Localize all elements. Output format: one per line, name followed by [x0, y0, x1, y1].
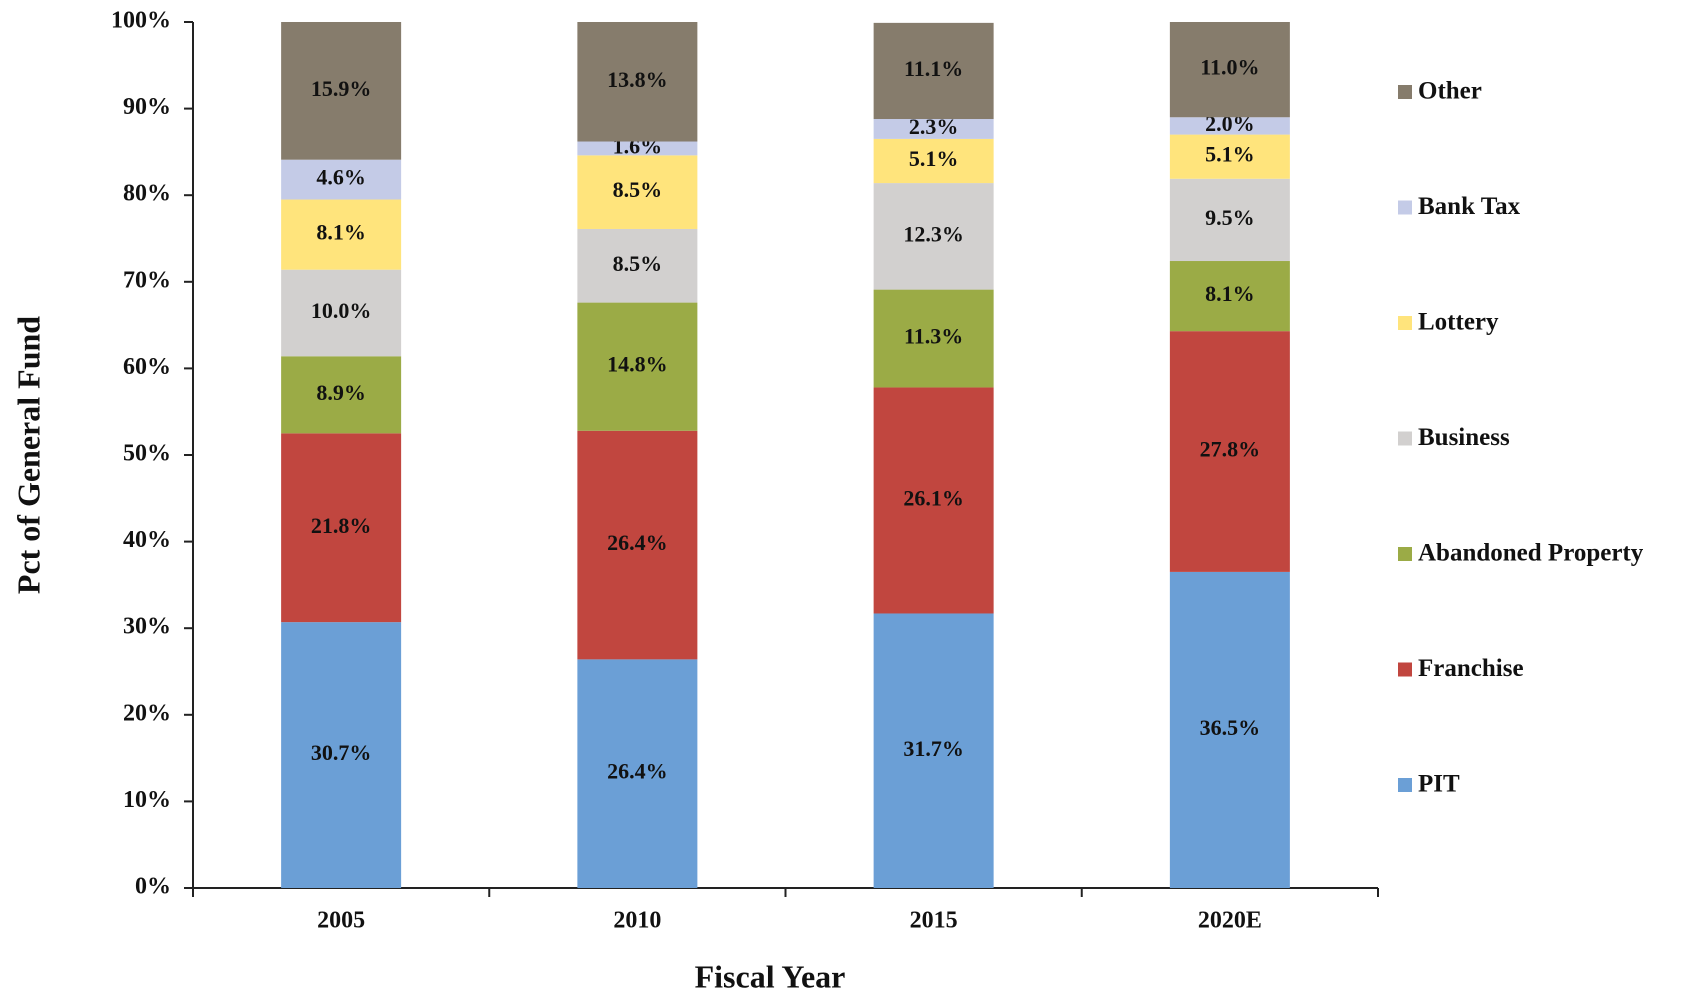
y-tick-label: 90%	[123, 94, 171, 120]
legend-label: Business	[1418, 424, 1510, 451]
y-tick-label: 50%	[123, 441, 171, 467]
bar-segment	[577, 155, 698, 229]
bar-segment	[281, 433, 402, 623]
data-label: 12.3%	[903, 221, 964, 246]
bar-segment	[1169, 134, 1290, 179]
legend-swatch	[1398, 778, 1412, 792]
bar-segment	[873, 22, 994, 119]
data-label: 26.1%	[903, 486, 964, 511]
y-tick-label: 40%	[123, 527, 171, 553]
legend-swatch	[1398, 85, 1412, 99]
data-label: 11.1%	[904, 56, 963, 81]
legend-swatch	[1398, 316, 1412, 330]
y-tick-label: 60%	[123, 354, 171, 380]
data-label: 8.9%	[316, 380, 366, 405]
data-label: 9.5%	[1205, 205, 1255, 230]
bar-segment	[577, 430, 698, 660]
y-tick-label: 0%	[135, 874, 171, 900]
data-label: 4.6%	[316, 165, 366, 190]
x-tick-label: 2015	[910, 908, 958, 934]
bar-segment	[1169, 22, 1290, 118]
data-label: 14.8%	[607, 352, 668, 377]
y-tick-label: 70%	[123, 267, 171, 293]
y-tick-label: 30%	[123, 614, 171, 640]
y-tick-label: 20%	[123, 700, 171, 726]
bar-segment	[281, 356, 402, 434]
legend-label: Abandoned Property	[1418, 540, 1644, 567]
bar-segment	[577, 22, 698, 142]
data-label: 21.8%	[311, 513, 372, 538]
data-label: 27.8%	[1200, 437, 1261, 462]
y-axis-title: Pct of General Fund	[10, 316, 46, 594]
bar-segment	[873, 613, 994, 888]
bar-segment	[281, 622, 402, 888]
bar-segment	[281, 269, 402, 357]
legend-label: Franchise	[1418, 655, 1524, 682]
y-tick-label: 10%	[123, 787, 171, 813]
legend-swatch	[1398, 431, 1412, 446]
data-label: 11.0%	[1200, 55, 1259, 80]
data-label: 36.5%	[1200, 715, 1261, 740]
bar-segment	[1169, 178, 1290, 262]
data-label: 8.5%	[613, 177, 663, 202]
x-tick-label: 2020E	[1198, 908, 1262, 934]
bar-segment	[577, 228, 698, 303]
data-label: 26.4%	[607, 530, 668, 555]
x-tick-label: 2010	[613, 908, 661, 934]
bar-segment	[577, 141, 698, 156]
bar-segment	[1169, 571, 1290, 888]
data-label: 8.1%	[1205, 281, 1255, 306]
bar-segment	[577, 659, 698, 888]
legend-label: PIT	[1418, 771, 1460, 798]
data-label: 30.7%	[311, 740, 372, 765]
bar-segment	[873, 387, 994, 614]
legend-label: Lottery	[1418, 309, 1499, 336]
legend-label: Other	[1418, 78, 1482, 105]
bar-segment	[1169, 117, 1290, 135]
data-label: 8.1%	[316, 220, 366, 245]
bar-segment	[873, 183, 994, 290]
bar-segment	[873, 118, 994, 139]
bar-segment	[873, 289, 994, 388]
bar-segment	[281, 159, 402, 200]
bar-segment	[873, 138, 994, 184]
y-tick-label: 100%	[111, 8, 171, 34]
x-axis-title: Fiscal Year	[695, 958, 846, 994]
legend-label: Bank Tax	[1418, 193, 1521, 220]
bar-segment	[577, 302, 698, 431]
x-tick-label: 2005	[317, 908, 365, 934]
data-label: 15.9%	[311, 76, 372, 101]
data-label: 11.3%	[904, 324, 963, 349]
bar-segment	[281, 22, 402, 160]
data-label: 10.0%	[311, 298, 372, 323]
y-tick-label: 80%	[123, 181, 171, 207]
data-label: 5.1%	[1205, 142, 1255, 167]
data-label: 5.1%	[909, 146, 959, 171]
data-label: 13.8%	[607, 67, 668, 92]
legend-swatch	[1398, 547, 1412, 561]
bar-segment	[281, 199, 402, 270]
data-label: 31.7%	[903, 736, 964, 761]
legend-swatch	[1398, 662, 1412, 677]
legend-swatch	[1398, 200, 1412, 215]
bar-segment	[1169, 261, 1290, 332]
data-label: 26.4%	[607, 759, 668, 784]
data-label: 8.5%	[613, 251, 663, 276]
bar-segment	[1169, 331, 1290, 572]
